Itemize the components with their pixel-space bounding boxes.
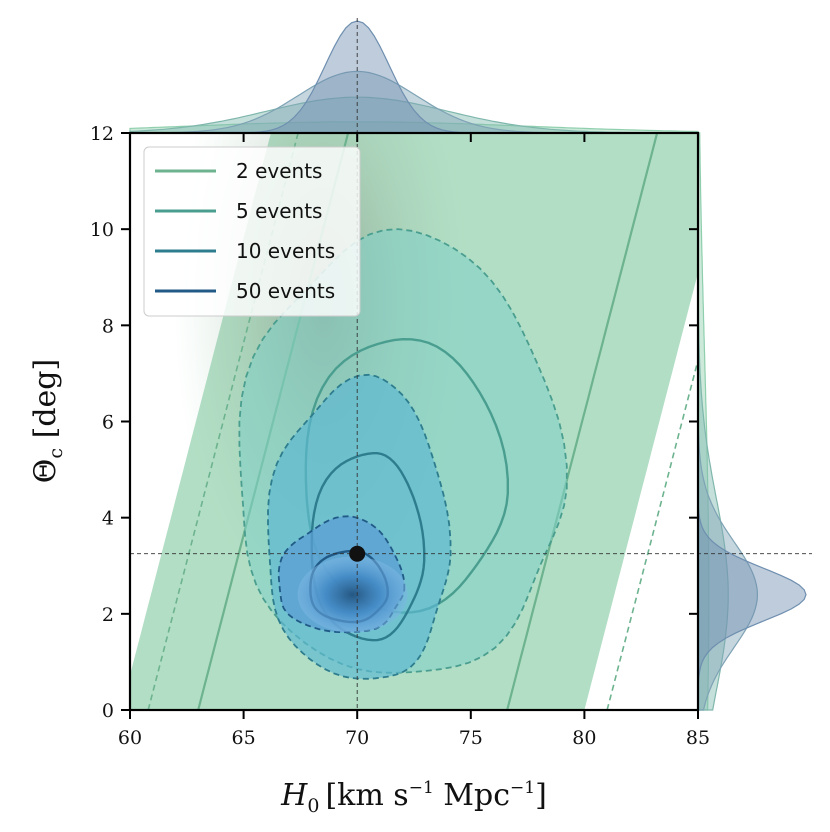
y-tick-label: 8 xyxy=(102,315,114,337)
plot-area xyxy=(130,133,698,710)
marginal-theta-distribution xyxy=(697,132,807,711)
y-tick-label: 2 xyxy=(102,604,114,626)
y-tick-label: 0 xyxy=(102,700,114,722)
true-value-marker xyxy=(349,545,366,562)
y-axis-label: Θc [deg] xyxy=(28,359,67,483)
legend-label: 50 events xyxy=(236,279,335,303)
x-tick-label: 65 xyxy=(232,727,256,749)
y-tick-label: 12 xyxy=(90,123,114,145)
x-tick-label: 60 xyxy=(118,727,142,749)
legend-box xyxy=(143,146,361,317)
legend-label: 2 events xyxy=(236,159,322,183)
marginal-h0-distribution xyxy=(129,20,699,134)
contour-10-events-outer-line xyxy=(267,373,452,680)
contour-50-events-density-core xyxy=(297,556,408,633)
y-tick-label: 4 xyxy=(102,508,114,530)
x-tick-label: 75 xyxy=(459,727,483,749)
marginal-theta-50-events xyxy=(697,133,807,710)
y-tick-label: 6 xyxy=(102,412,114,434)
legend-label: 10 events xyxy=(236,239,335,263)
contour-2-events-inner-right xyxy=(506,133,659,710)
legend: 2 events 5 events 10 events 50 events xyxy=(143,146,361,317)
contour-5-events-outer-line xyxy=(238,228,568,674)
contour-2-events-outer-right xyxy=(606,357,698,710)
x-axis-label: H0 [km s−1 Mpc−1] xyxy=(280,778,547,817)
x-tick-label: 85 xyxy=(686,727,710,749)
x-tick-label: 80 xyxy=(572,727,596,749)
y-tick-label: 10 xyxy=(90,219,114,241)
x-tick-label: 70 xyxy=(345,727,369,749)
marginal-h0-50-events xyxy=(130,20,698,134)
contour-2-events-outer-left xyxy=(147,133,299,710)
legend-label: 5 events xyxy=(236,199,322,223)
